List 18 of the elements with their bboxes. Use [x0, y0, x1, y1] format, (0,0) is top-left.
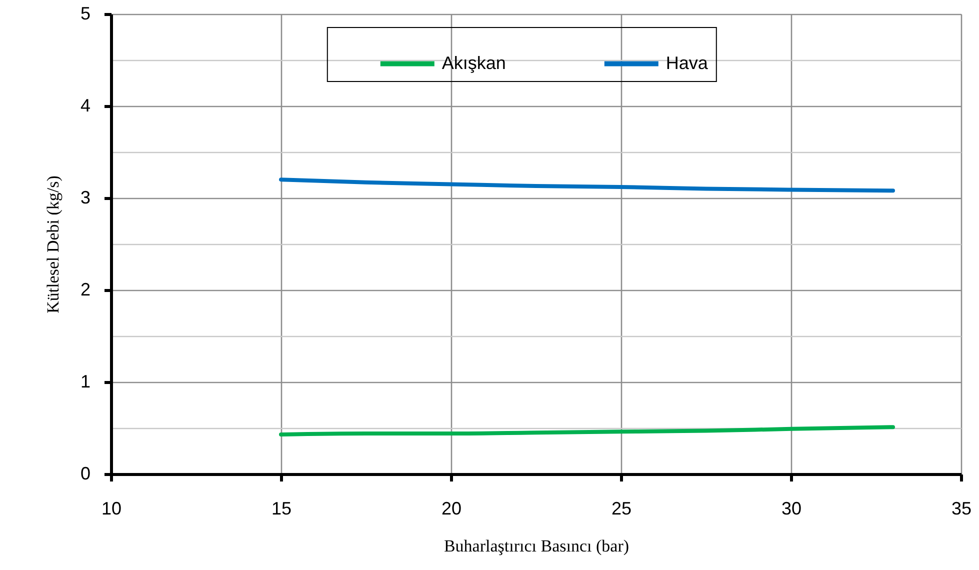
- x-axis-title: Buharlaştırıcı Basıncı (bar): [444, 536, 630, 556]
- line-series: [279, 178, 895, 193]
- x-tick-label: 25: [611, 498, 632, 518]
- y-tick-label: 0: [80, 464, 90, 484]
- x-tick-label: 15: [271, 498, 292, 518]
- y-tick-label: 3: [80, 188, 90, 208]
- y-axis-title: Kütlesel Debi (kg/s): [43, 176, 62, 314]
- y-tick-label: 4: [80, 96, 90, 116]
- y-tick-label: 2: [80, 280, 90, 300]
- y-tick-label: 1: [80, 372, 90, 392]
- x-tick-label: 20: [441, 498, 462, 518]
- x-tick-label: 35: [951, 498, 972, 518]
- y-tick-label: 5: [80, 4, 90, 24]
- x-tick-label: 30: [781, 498, 802, 518]
- line-series: [279, 425, 895, 436]
- legend-label: Hava: [666, 52, 709, 73]
- legend-label: Akışkan: [442, 52, 506, 73]
- x-tick-label: 10: [101, 498, 122, 518]
